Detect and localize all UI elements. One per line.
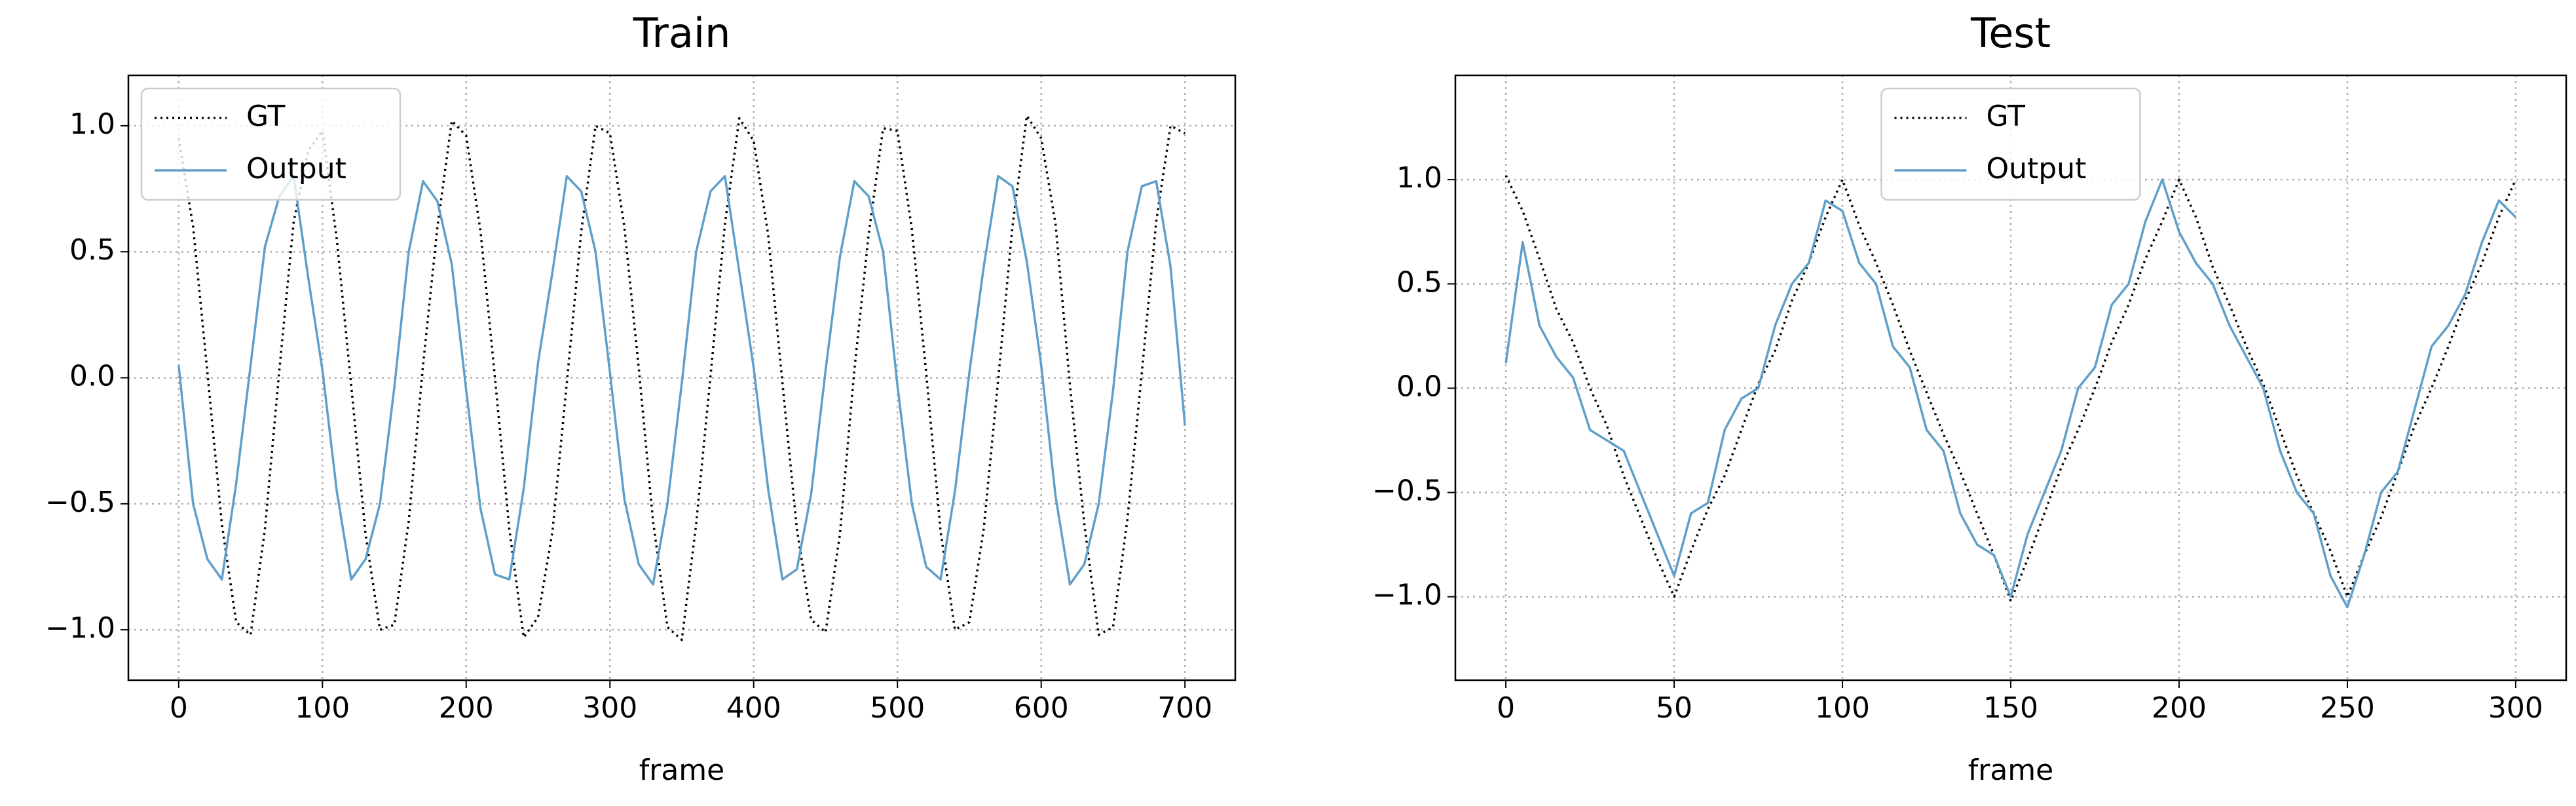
y-tick-label: 0.5 <box>1396 265 1442 299</box>
chart-title: Train <box>633 9 731 57</box>
legend-label: Output <box>1987 152 2087 185</box>
legend-label: GT <box>1987 100 2026 133</box>
x-tick-label: 150 <box>1983 691 2038 725</box>
x-tick-label: 200 <box>2152 691 2207 725</box>
legend-box <box>1880 87 2141 201</box>
x-tick-label: 300 <box>2488 691 2543 725</box>
x-tick-label: 700 <box>1157 691 1212 725</box>
axes-frame <box>127 74 1237 681</box>
legend: GT Output <box>1880 87 2141 201</box>
series-line <box>177 114 1186 642</box>
y-tick-label: −1.0 <box>45 611 115 645</box>
x-axis-label: frame <box>1968 754 2053 787</box>
x-tick-label: 300 <box>582 691 637 725</box>
x-tick-label: 100 <box>295 691 350 725</box>
legend: GT Output <box>140 87 401 201</box>
x-tick-label: 600 <box>1014 691 1069 725</box>
legend-box <box>140 87 401 201</box>
x-tick-label: 50 <box>1656 691 1692 725</box>
y-tick-label: 0.5 <box>69 233 115 267</box>
x-tick-label: 400 <box>726 691 781 725</box>
legend-label: GT <box>246 100 286 133</box>
x-tick-label: 250 <box>2320 691 2375 725</box>
series-line <box>177 175 1186 586</box>
y-tick-label: 1.0 <box>69 107 115 141</box>
y-tick-label: −0.5 <box>1372 474 1442 508</box>
y-tick-label: −0.5 <box>45 486 115 519</box>
series-line <box>1504 178 2517 609</box>
x-tick-label: 0 <box>1497 691 1515 725</box>
x-axis-label: frame <box>639 754 724 787</box>
y-tick-label: −1.0 <box>1372 579 1442 612</box>
axes-frame <box>1454 74 2567 681</box>
x-tick-label: 100 <box>1815 691 1870 725</box>
y-tick-label: 1.0 <box>1396 161 1442 195</box>
y-tick-label: 0.0 <box>69 360 115 393</box>
chart-title: Test <box>1970 9 2051 57</box>
x-tick-label: 0 <box>170 691 188 725</box>
x-tick-label: 200 <box>439 691 494 725</box>
x-tick-label: 500 <box>870 691 925 725</box>
y-tick-label: 0.0 <box>1396 370 1442 403</box>
legend-label: Output <box>246 152 346 185</box>
series-line <box>1504 175 2517 602</box>
